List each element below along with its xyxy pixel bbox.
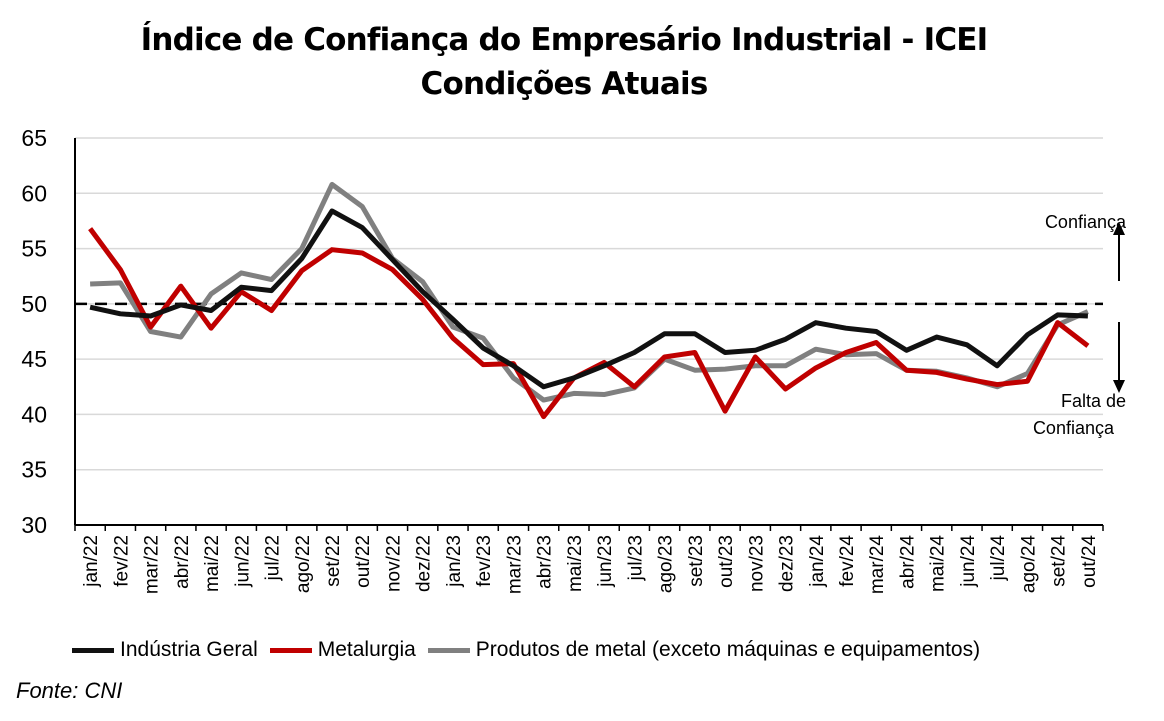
x-tick-label: fev/23 [474, 535, 495, 587]
arrow-up-head-icon [1113, 222, 1125, 235]
x-tick-label: out/23 [716, 535, 737, 588]
legend-swatch [72, 647, 114, 653]
legend-item: Indústria Geral [72, 638, 258, 662]
y-tick-label: 40 [21, 401, 47, 427]
x-tick-label: nov/23 [746, 535, 767, 592]
x-tick-label: set/22 [323, 535, 344, 587]
source-note: Fonte: CNI [16, 678, 123, 703]
x-tick-label: dez/22 [414, 535, 435, 592]
x-tick-label: jan/23 [444, 535, 465, 588]
x-tick-label: mar/22 [142, 535, 163, 594]
x-tick-label: abr/22 [172, 535, 193, 589]
x-tick-label: mar/23 [504, 535, 525, 594]
legend-item: Produtos de metal (exceto máquinas e equ… [427, 638, 981, 662]
x-tick-label: jul/23 [625, 535, 646, 581]
x-tick-label: abr/23 [535, 535, 556, 589]
arrow-down-head-icon [1113, 380, 1125, 393]
y-tick-label: 45 [21, 346, 47, 372]
x-tick-label: jun/24 [958, 535, 979, 588]
x-tick-label: fev/24 [837, 535, 858, 587]
x-tick-label: jul/24 [988, 535, 1009, 582]
x-tick-label: abr/24 [897, 535, 918, 589]
legend-swatch [427, 647, 470, 653]
x-tick-label: out/22 [353, 535, 374, 588]
y-tick-label: 60 [21, 180, 47, 206]
x-tick-label: mai/24 [928, 535, 949, 592]
x-tick-label: dez/23 [777, 535, 798, 592]
x-tick-label: fev/22 [111, 535, 132, 587]
x-tick-label: nov/22 [383, 535, 404, 592]
legend-label: Metalurgia [317, 638, 416, 661]
y-tick-label: 65 [21, 125, 47, 151]
x-tick-label: jun/23 [595, 535, 616, 588]
x-tick-label: jan/22 [81, 535, 102, 588]
y-tick-label: 35 [21, 457, 47, 483]
x-tick-label: set/23 [686, 535, 707, 587]
x-tick-label: mai/23 [565, 535, 586, 592]
x-tick-label: ago/23 [656, 535, 677, 593]
legend: Indústria Geral Metalurgia Produtos de met… [72, 638, 980, 662]
annotation-falta-line2: Confiança [1032, 418, 1114, 438]
chart-title: Índice de Confiança do Empresário Indust… [140, 22, 989, 58]
chart-subtitle: Condições Atuais [420, 66, 709, 102]
x-tick-label: out/24 [1079, 535, 1100, 588]
x-tick-label: mar/24 [867, 535, 888, 595]
series-line-indústria [89, 208, 1088, 390]
y-tick-label: 50 [21, 291, 47, 317]
legend-label: Produtos de metal (exceto máquinas e equ… [475, 638, 981, 661]
y-tick-label: 55 [21, 236, 47, 262]
annotation-confianca: Confiança [1044, 212, 1126, 232]
series-line-metalurgia [88, 227, 1090, 420]
x-tick-label: set/24 [1049, 535, 1070, 587]
annotation-falta-line1: Falta de [1060, 391, 1126, 411]
x-tick-label: mai/22 [202, 535, 223, 592]
x-tick-label: jul/22 [263, 535, 284, 581]
y-tick-label: 30 [21, 512, 47, 538]
x-tick-label: jun/22 [232, 535, 253, 588]
x-tick-label: ago/22 [293, 535, 314, 593]
legend-swatch [269, 647, 312, 653]
x-tick-label: jan/24 [807, 535, 828, 588]
x-tick-label: ago/24 [1018, 535, 1039, 594]
legend-item: Metalurgia [269, 638, 416, 662]
legend-label: Indústria Geral [120, 638, 258, 661]
